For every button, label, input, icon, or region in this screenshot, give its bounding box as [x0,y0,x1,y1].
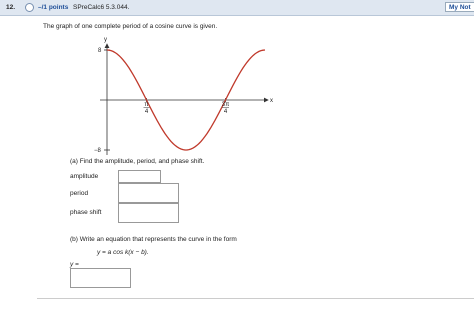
period-input[interactable] [118,183,179,203]
y-max-label: 8 [98,48,102,54]
field-label: amplitude [70,173,99,180]
phase-shift-input[interactable] [118,203,179,223]
expand-icon[interactable] [25,3,34,12]
equation-form: y = a cos k(x − b). [97,249,149,256]
notes-button[interactable]: My Not [445,2,474,12]
y-axis-label: y [104,37,107,43]
header-bar [0,0,474,16]
question-number: 12. [6,4,16,11]
tick-numerator: 3π [222,102,229,108]
divider [37,298,474,299]
tick-numerator: π [144,102,148,108]
amplitude-input[interactable] [118,170,161,183]
y-min-label: −8 [94,148,102,154]
tick-denominator: 4 [145,109,149,115]
field-label: phase shift [70,209,102,216]
cosine-curve [106,49,266,151]
part-a-prompt: (a) Find the amplitude, period, and phas… [70,158,205,165]
source: SPreCalc6 5.3.044. [73,4,130,11]
tick-denominator: 4 [224,109,228,115]
field-label: period [70,190,89,197]
graph: y 8 −8 x π 4 3π 4 [94,37,273,155]
x-axis-label: x [270,98,273,104]
part-b-prompt: (b) Write an equation that represents th… [70,236,237,243]
question-text: The graph of one complete period of a co… [43,23,218,30]
equation-input[interactable] [70,268,131,288]
points: –/1 points [38,4,69,11]
